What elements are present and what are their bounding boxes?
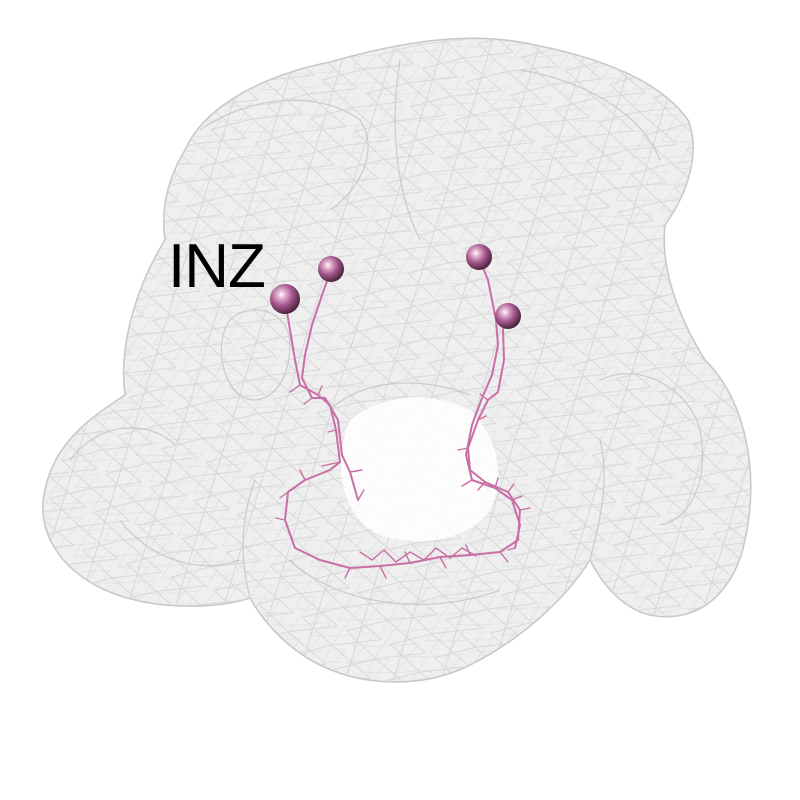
brain-lobe-contours [69,59,704,606]
brain-central-cavity [341,397,499,542]
neuron-somata [270,244,521,329]
neuron-right-secondary [465,257,521,549]
neuron-tracings [275,257,531,579]
neuron-type-label: INZ [168,232,266,301]
soma-right-upper [466,244,492,270]
brain-mesh [42,37,752,683]
neuron-twigs [275,384,531,579]
brain-mesh-texture-2 [42,38,751,682]
soma-left-upper [318,256,344,282]
soma-right-lower [495,303,521,329]
soma-left-lower [270,284,300,314]
